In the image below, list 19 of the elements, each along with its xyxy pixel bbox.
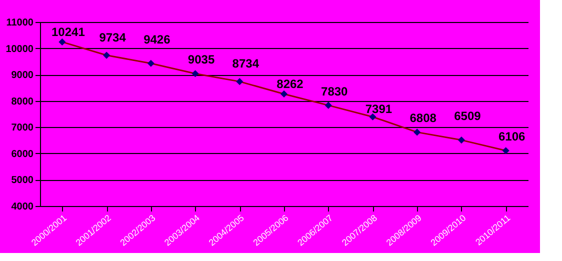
y-tick-label: 10000: [6, 44, 34, 55]
y-tick-label: 6000: [11, 148, 34, 160]
y-tick-label: 11000: [6, 18, 34, 28]
data-label: 6509: [454, 109, 482, 124]
data-label: 8262: [276, 76, 304, 91]
y-tick-label: 9000: [11, 70, 34, 82]
y-tick-label: 7000: [11, 122, 34, 134]
data-label: 7830: [321, 84, 348, 98]
y-tick-label: 8000: [11, 96, 34, 108]
data-label: 8734: [232, 56, 260, 71]
data-label: 10241: [51, 24, 86, 39]
data-label: 7391: [365, 102, 392, 116]
data-label: 6106: [498, 130, 526, 144]
y-tick-label: 4000: [11, 202, 34, 212]
data-label: 9426: [144, 32, 171, 46]
data-label: 9734: [99, 30, 126, 44]
data-label: 9035: [188, 52, 215, 67]
data-label: 6808: [410, 111, 437, 126]
y-tick-label: 5000: [11, 175, 34, 186]
